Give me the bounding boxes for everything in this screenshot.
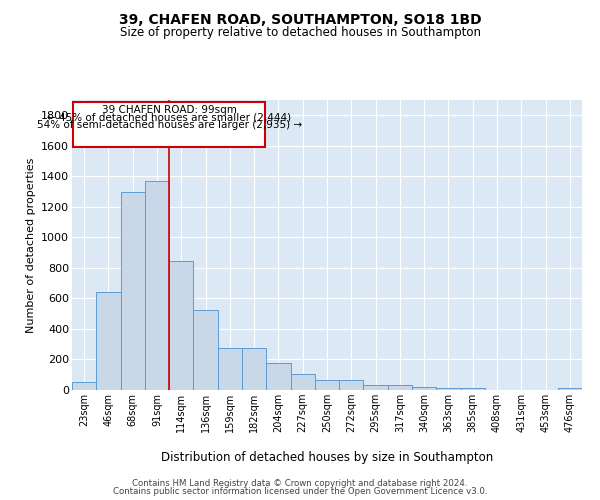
Bar — [96, 292, 121, 390]
Bar — [558, 388, 582, 390]
Bar — [461, 388, 485, 390]
Bar — [412, 387, 436, 390]
Text: ← 45% of detached houses are smaller (2,444): ← 45% of detached houses are smaller (2,… — [47, 112, 291, 122]
Bar — [388, 384, 412, 390]
Text: Contains public sector information licensed under the Open Government Licence v3: Contains public sector information licen… — [113, 488, 487, 496]
Bar — [218, 348, 242, 390]
Bar — [266, 364, 290, 390]
Bar — [145, 181, 169, 390]
Text: 54% of semi-detached houses are larger (2,935) →: 54% of semi-detached houses are larger (… — [37, 120, 302, 130]
Text: Distribution of detached houses by size in Southampton: Distribution of detached houses by size … — [161, 451, 493, 464]
Bar — [315, 380, 339, 390]
Bar — [290, 374, 315, 390]
Bar — [169, 261, 193, 390]
Y-axis label: Number of detached properties: Number of detached properties — [26, 158, 35, 332]
Text: Contains HM Land Registry data © Crown copyright and database right 2024.: Contains HM Land Registry data © Crown c… — [132, 478, 468, 488]
Bar — [193, 310, 218, 390]
Bar — [121, 192, 145, 390]
Bar — [339, 380, 364, 390]
Bar — [436, 388, 461, 390]
Bar — [364, 384, 388, 390]
Text: Size of property relative to detached houses in Southampton: Size of property relative to detached ho… — [119, 26, 481, 39]
Bar — [72, 382, 96, 390]
FancyBboxPatch shape — [73, 102, 265, 146]
Text: 39, CHAFEN ROAD, SOUTHAMPTON, SO18 1BD: 39, CHAFEN ROAD, SOUTHAMPTON, SO18 1BD — [119, 12, 481, 26]
Bar — [242, 348, 266, 390]
Text: 39 CHAFEN ROAD: 99sqm: 39 CHAFEN ROAD: 99sqm — [102, 104, 236, 115]
